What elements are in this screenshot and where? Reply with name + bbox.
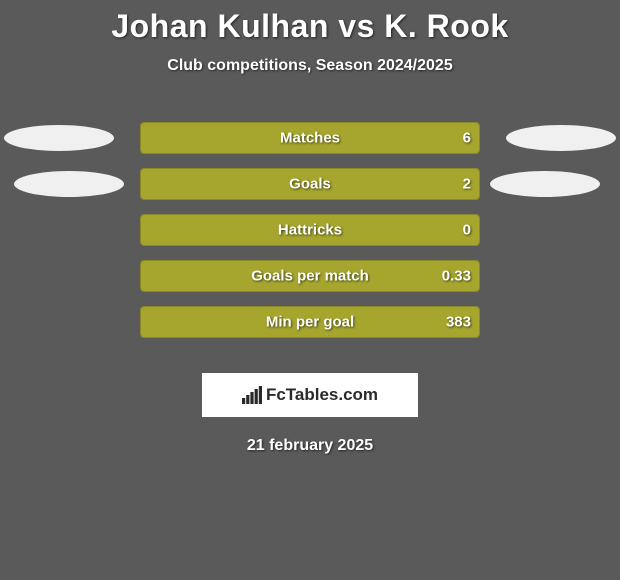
player-right-indicator — [506, 125, 616, 151]
player-left-indicator — [4, 125, 114, 151]
stat-row: Goals per match 0.33 — [0, 253, 620, 299]
stat-value: 0.33 — [442, 268, 471, 285]
stat-bar: Hattricks 0 — [140, 214, 480, 246]
stat-label: Min per goal — [266, 314, 354, 331]
stat-value: 2 — [463, 176, 471, 193]
logo-text: FcTables.com — [266, 385, 378, 405]
stat-bar: Goals per match 0.33 — [140, 260, 480, 292]
date-text: 21 february 2025 — [0, 437, 620, 455]
page-title: Johan Kulhan vs K. Rook — [0, 0, 620, 45]
comparison-chart: Matches 6 Goals 2 Hattricks 0 Goals per match 0… — [0, 115, 620, 355]
player-left-indicator — [14, 171, 124, 197]
stat-bar: Min per goal 383 — [140, 306, 480, 338]
stat-bar: Matches 6 — [140, 122, 480, 154]
stat-value: 0 — [463, 222, 471, 239]
stat-row: Goals 2 — [0, 161, 620, 207]
stat-bar: Goals 2 — [140, 168, 480, 200]
subtitle: Club competitions, Season 2024/2025 — [0, 57, 620, 75]
stat-label: Matches — [280, 130, 340, 147]
stat-value: 6 — [463, 130, 471, 147]
player-right-indicator — [490, 171, 600, 197]
stat-row: Matches 6 — [0, 115, 620, 161]
stat-value: 383 — [446, 314, 471, 331]
stat-label: Goals — [289, 176, 331, 193]
stat-label: Hattricks — [278, 222, 342, 239]
stat-row: Min per goal 383 — [0, 299, 620, 345]
stat-label: Goals per match — [251, 268, 369, 285]
logo-box[interactable]: FcTables.com — [202, 373, 418, 417]
stat-row: Hattricks 0 — [0, 207, 620, 253]
bar-chart-icon — [242, 386, 262, 404]
